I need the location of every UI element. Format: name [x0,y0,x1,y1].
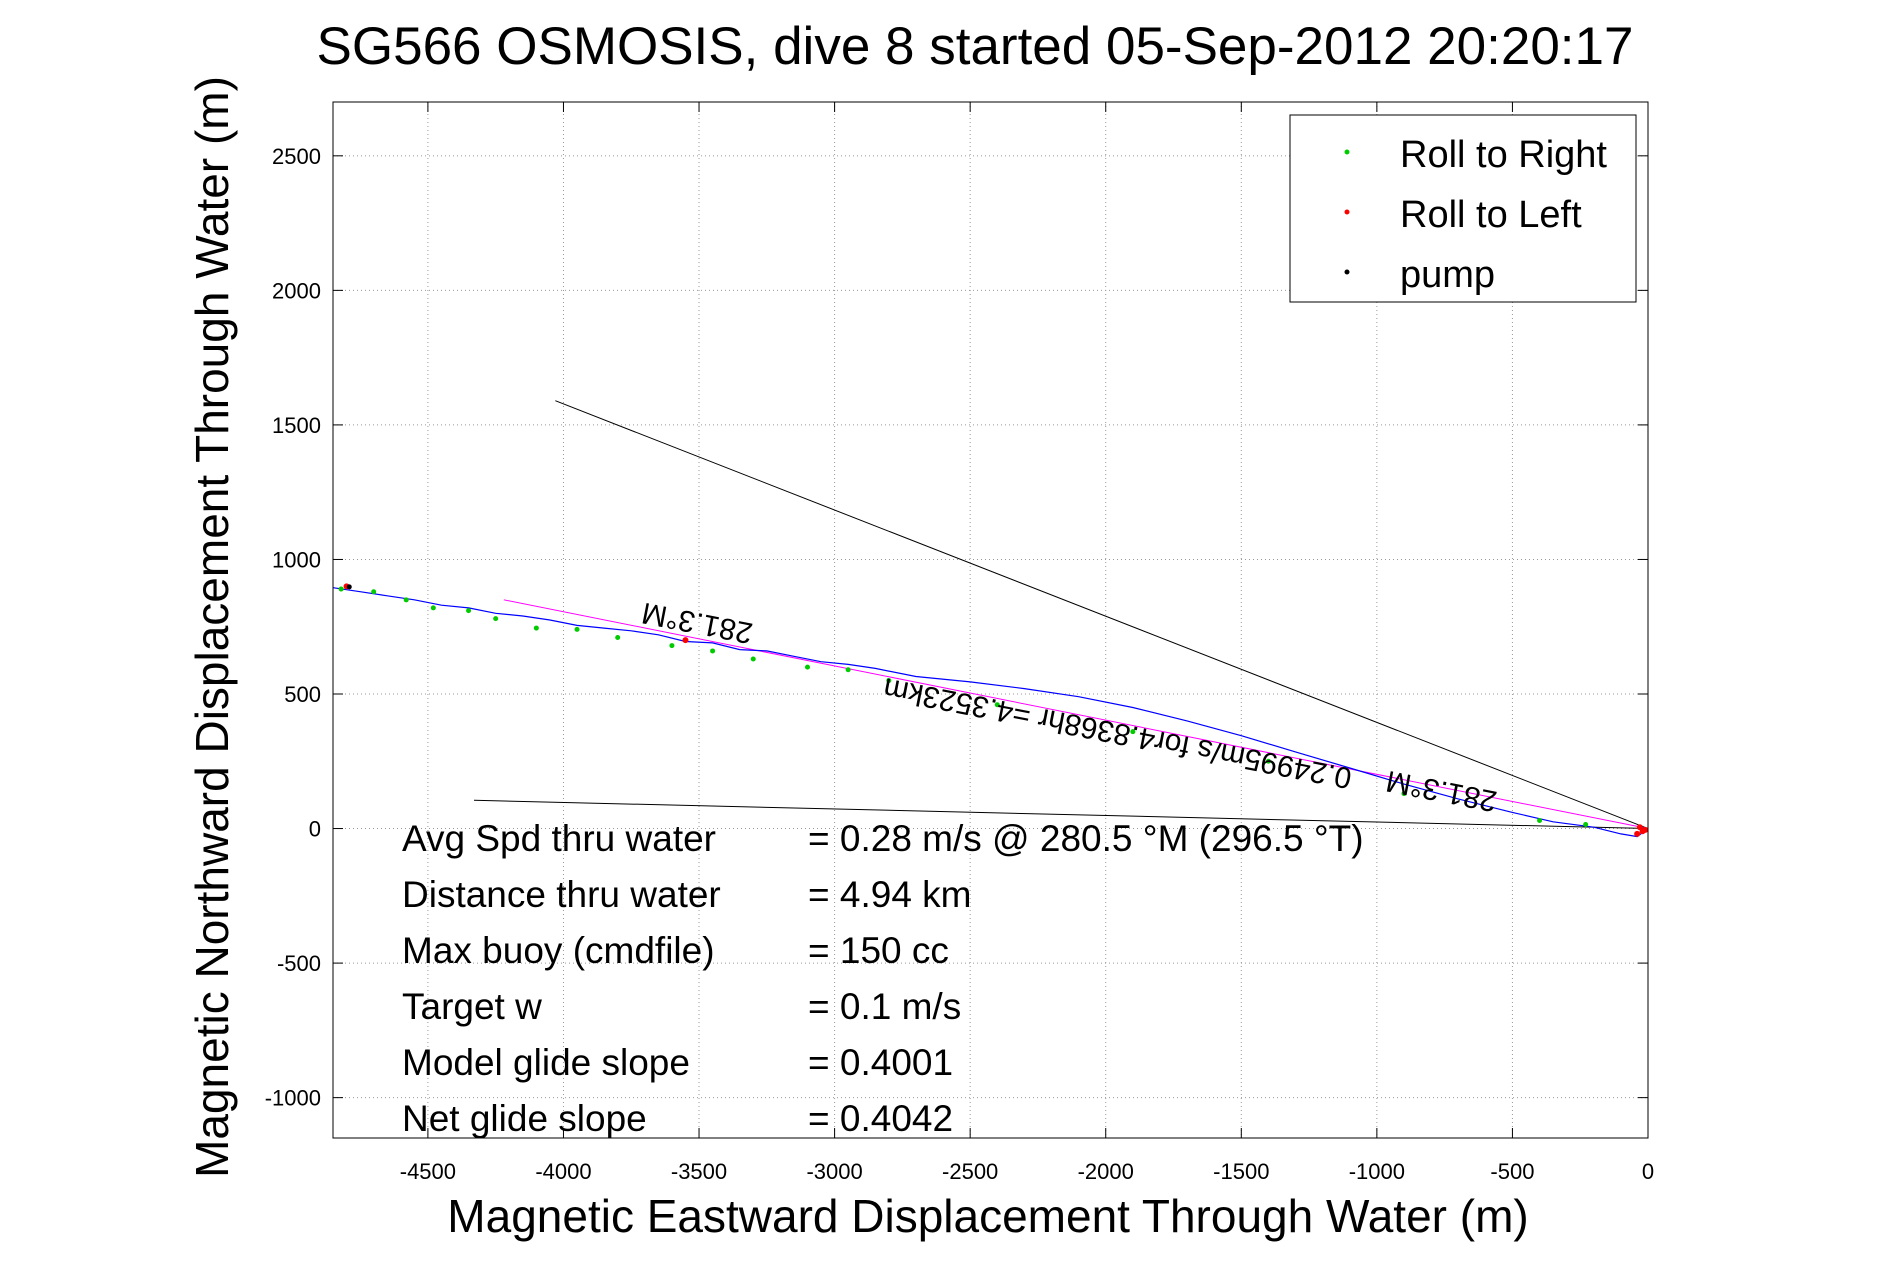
summary-text-block: Avg Spd thru water = 0.28 m/s @ 280.5 °M … [402,818,1364,1139]
x-tick-label: -1000 [1349,1159,1405,1184]
roll-right-point [533,625,539,631]
roll-right-point [403,597,409,603]
x-tick-label: -3000 [806,1159,862,1184]
annotation-text: 281.3°M [1383,764,1499,818]
legend-label: Roll to Left [1400,194,1582,236]
summary-label: Distance thru water [402,874,721,915]
summary-label: Model glide slope [402,1042,690,1083]
axis-ticks: -4500 -4000 -3500 -3000 -2500 -2000 -1500 -1000… [265,102,1654,1184]
roll-right-point [994,702,1000,708]
roll-right-point [493,616,499,622]
roll-right-point [338,586,344,592]
legend: Roll to Right Roll to Left pump [1289,114,1637,303]
y-tick-label: 0 [309,817,321,842]
roll-right-point [574,626,580,632]
roll-left-point [1636,824,1643,831]
roll-right-point [615,634,621,640]
x-tick-label: -2000 [1078,1159,1134,1184]
legend-marker [1344,209,1350,215]
roll-right-point [886,678,892,684]
legend-marker [1344,149,1350,155]
x-axis-label: Magnetic Eastward Displacement Through W… [447,1190,1528,1242]
track-line [332,587,1649,838]
summary-value: = 0.4042 [808,1098,953,1139]
y-tick-label: 1500 [272,413,321,438]
x-tick-label: -1500 [1213,1159,1269,1184]
legend-label: pump [1400,254,1495,296]
summary-value: = 0.28 m/s @ 280.5 °M (296.5 °T) [808,818,1364,859]
y-tick-label: 2000 [272,278,321,303]
chart-title: SG566 OSMOSIS, dive 8 started 05-Sep-201… [317,17,1634,76]
x-tick-label: -3500 [671,1159,727,1184]
roll-right-point [845,667,851,673]
summary-label: Avg Spd thru water [402,818,716,859]
summary-label: Max buoy (cmdfile) [402,930,715,971]
summary-label: Target w [402,986,542,1027]
legend-marker [1344,269,1350,275]
drift-line [473,799,1649,830]
summary-value: = 4.94 km [808,874,972,915]
annotations: 281.3°M 0.24995m/s for4.8368hr =4.3523km 2… [639,596,1500,818]
y-tick-label: 1000 [272,547,321,572]
roll-right-point [1583,822,1589,828]
y-tick-label: -1000 [265,1086,321,1111]
x-tick-label: -4000 [535,1159,591,1184]
roll-right-point [466,608,472,614]
plot-frame [332,101,1649,1139]
y-tick-label: 500 [284,682,321,707]
summary-value: = 150 cc [808,930,949,971]
x-tick-label: 0 [1642,1159,1654,1184]
annotation-text: 281.3°M [639,596,755,650]
summary-label: Net glide slope [402,1098,647,1139]
x-tick-label: -500 [1490,1159,1534,1184]
roll-right-point [1401,791,1407,797]
roll-markers [338,583,1649,837]
x-tick-label: -4500 [400,1159,456,1184]
y-axis-label: Magnetic Northward Displacement Through … [186,76,238,1178]
roll-right-point [750,656,756,662]
roll-left-point [682,637,689,644]
roll-right-point [804,664,810,670]
summary-value: = 0.1 m/s [808,986,961,1027]
annotation-text: 0.24995m/s for4.8368hr =4.3523km [881,671,1355,794]
y-tick-label: -500 [277,951,321,976]
reference-lines [473,400,1649,830]
roll-right-point [669,643,675,649]
roll-right-point [430,605,436,611]
roll-left-point [1634,830,1641,837]
summary-value: = 0.4001 [808,1042,953,1083]
current-line [555,400,1649,830]
y-tick-label: 2500 [272,144,321,169]
roll-left-point [1642,826,1649,833]
x-tick-label: -2500 [942,1159,998,1184]
roll-right-point [710,648,716,654]
pump-point [346,584,352,590]
roll-right-point [1130,729,1136,735]
legend-label: Roll to Right [1400,134,1607,176]
roll-right-point [1537,817,1543,823]
roll-right-point [1265,758,1271,764]
roll-right-point [371,589,377,595]
heading-line [503,599,1649,830]
glider-track [332,587,1649,838]
